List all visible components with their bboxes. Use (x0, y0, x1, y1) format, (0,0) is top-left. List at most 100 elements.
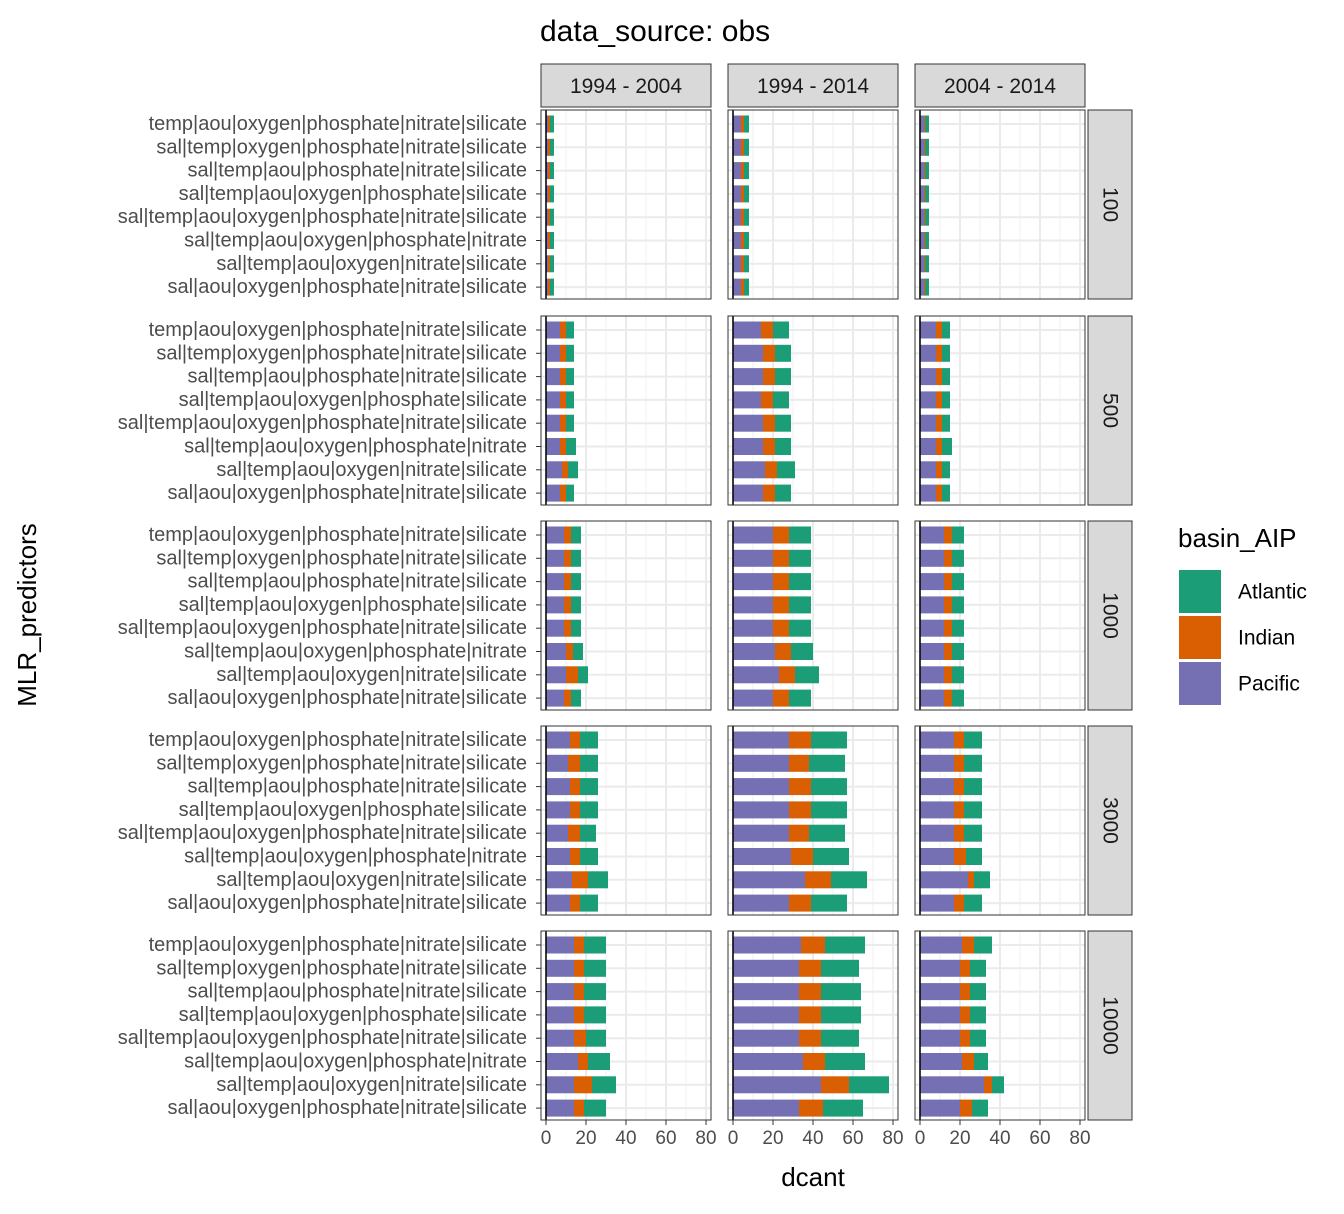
bar-indian (962, 936, 974, 954)
col-strip (540, 63, 712, 108)
bar-atlantic (744, 138, 749, 156)
bar-indian (548, 115, 550, 133)
bar-atlantic (952, 643, 964, 660)
bar-atlantic (831, 871, 867, 889)
bar-atlantic (566, 414, 574, 432)
bar-pacific (733, 549, 773, 567)
bar-pacific (733, 1053, 803, 1070)
bar-indian (960, 1099, 972, 1117)
bar-atlantic (777, 461, 795, 479)
bar-pacific (546, 983, 574, 1001)
bar-indian (799, 959, 821, 977)
bar-atlantic (970, 1029, 986, 1047)
y-tick-label: temp|aou|oxygen|phosphate|nitrate|silica… (149, 319, 527, 341)
bar-atlantic (744, 208, 749, 226)
bar-atlantic (952, 689, 964, 707)
bar-indian (574, 959, 584, 977)
x-tick-label: 80 (1069, 1128, 1090, 1149)
bar-indian (954, 754, 964, 772)
bar-pacific (546, 1053, 578, 1070)
col-strip (727, 63, 899, 108)
y-tick-label: sal|temp|aou|oxygen|nitrate|silicate (216, 869, 527, 891)
x-tick-label: 0 (728, 1128, 739, 1149)
bar-atlantic (550, 138, 554, 156)
bar-atlantic (942, 321, 950, 339)
y-tick-label: sal|temp|aou|oxygen|nitrate|silicate (216, 253, 527, 275)
bar-pacific (733, 208, 741, 226)
bar-atlantic (566, 321, 574, 339)
bar-atlantic (580, 801, 598, 819)
bar-atlantic (970, 959, 986, 977)
panel-border (914, 520, 1086, 711)
bar-pacific (920, 959, 960, 977)
bar-pacific (733, 368, 763, 386)
bar-pacific (920, 115, 924, 133)
panel-border (727, 109, 899, 300)
bar-pacific (733, 731, 789, 749)
y-tick-label: sal|temp|aou|oxygen|phosphate|silicate (179, 799, 527, 821)
bar-atlantic (571, 619, 581, 637)
bar-pacific (546, 232, 548, 249)
bar-atlantic (964, 754, 982, 772)
bar-indian (564, 619, 571, 637)
bar-atlantic (584, 959, 606, 977)
bar-atlantic (970, 983, 986, 1001)
y-tick-label: sal|temp|aou|oxygen|phosphate|nitrate|si… (118, 822, 527, 844)
bar-atlantic (584, 1099, 606, 1117)
row-strip (1087, 520, 1133, 711)
y-tick-label: sal|temp|aou|oxygen|phosphate|nitrate|si… (118, 617, 527, 639)
bar-indian (570, 801, 580, 819)
col-strip (914, 63, 1086, 108)
bar-pacific (733, 526, 773, 544)
bar-pacific (733, 232, 741, 249)
bar-indian (944, 689, 952, 707)
bar-pacific (920, 983, 960, 1001)
bar-atlantic (580, 848, 598, 865)
bar-indian (799, 983, 821, 1001)
bar-atlantic (566, 438, 576, 455)
bar-indian (944, 573, 952, 591)
bar-indian (741, 185, 744, 203)
bar-atlantic (925, 185, 929, 203)
bar-pacific (733, 689, 773, 707)
bar-indian (741, 115, 744, 133)
bar-indian (805, 871, 831, 889)
bar-indian (763, 344, 775, 362)
bar-pacific (733, 391, 761, 409)
bar-indian (560, 438, 566, 455)
bar-atlantic (571, 596, 581, 614)
bar-pacific (920, 824, 954, 842)
bar-atlantic (964, 801, 982, 819)
bar-pacific (920, 643, 944, 660)
bar-pacific (920, 185, 924, 203)
bar-indian (548, 232, 550, 249)
bar-indian (564, 526, 571, 544)
y-tick-label: sal|temp|aou|oxygen|nitrate|silicate (216, 459, 527, 481)
bar-pacific (920, 1053, 962, 1070)
bar-pacific (733, 414, 763, 432)
bar-pacific (546, 321, 560, 339)
bar-atlantic (550, 278, 554, 296)
bar-indian (568, 754, 580, 772)
bar-pacific (920, 778, 954, 796)
bar-atlantic (974, 871, 990, 889)
bar-atlantic (584, 1006, 606, 1024)
bar-pacific (546, 549, 564, 567)
bar-pacific (546, 438, 560, 455)
y-tick-label: sal|temp|aou|oxygen|phosphate|nitrate|si… (118, 206, 527, 228)
y-tick-label: sal|temp|oxygen|phosphate|nitrate|silica… (156, 752, 527, 774)
bar-indian (560, 484, 566, 502)
legend-label: Pacific (1238, 673, 1300, 696)
bar-pacific (546, 484, 560, 502)
bar-pacific (546, 894, 570, 912)
bar-indian (548, 162, 550, 180)
bar-pacific (733, 1099, 799, 1117)
col-strip-label: 1994 - 2014 (757, 75, 869, 98)
bar-atlantic (566, 484, 574, 502)
y-tick-label: sal|temp|aou|oxygen|phosphate|silicate (179, 1004, 527, 1026)
bar-pacific (920, 689, 944, 707)
bar-indian (773, 596, 789, 614)
bar-indian (968, 871, 974, 889)
bar-indian (548, 255, 550, 273)
